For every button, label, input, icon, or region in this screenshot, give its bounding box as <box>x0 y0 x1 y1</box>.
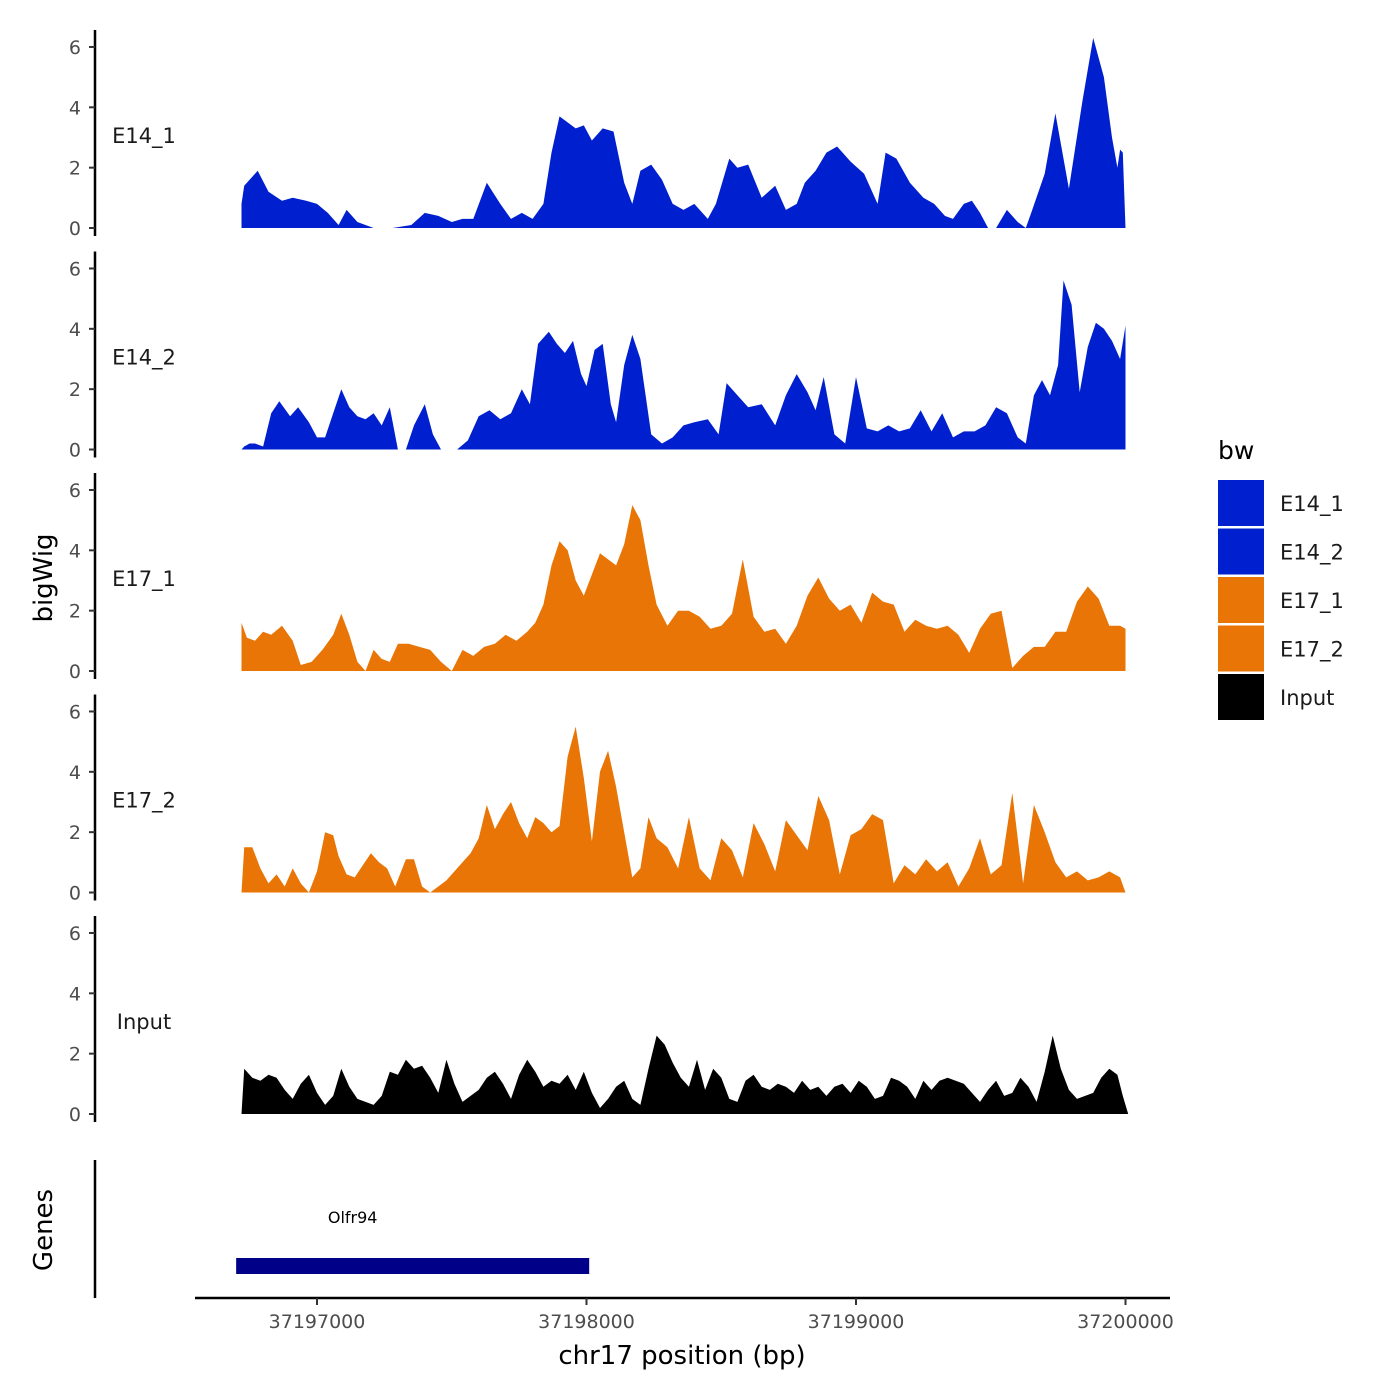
track-label: Input <box>117 1010 171 1034</box>
track-E14_2: 0 2 4 6 E14_2 <box>69 251 1126 462</box>
legend-swatch-E14_1 <box>1218 480 1264 526</box>
y-tick-label: 2 <box>69 379 81 401</box>
track-label: E17_1 <box>112 567 176 592</box>
y-tick-label: 0 <box>69 661 81 683</box>
y-tick-label: 4 <box>69 983 81 1005</box>
coverage-tracks: 0 2 4 6 E14_1 0 2 4 6 E14_2 0 2 4 6 E17_1 0 2 4 6 E17_2 0 2 4 6… <box>69 30 1129 1126</box>
genes-track: Olfr94 <box>93 1160 590 1298</box>
y-tick-label: 6 <box>69 701 81 723</box>
x-tick-label: 37200000 <box>1077 1311 1174 1333</box>
legend-swatch-E14_2 <box>1218 528 1264 575</box>
y-tick-label: 0 <box>69 883 81 905</box>
coverage-area-E14_2 <box>241 280 1126 450</box>
y-tick-label: 4 <box>69 540 81 562</box>
legend-label-E14_2: E14_2 <box>1280 541 1344 566</box>
y-tick-label: 6 <box>69 258 81 280</box>
x-tick-label: 37199000 <box>808 1311 905 1333</box>
legend-swatch-E17_1 <box>1218 577 1264 623</box>
y-tick-label: 4 <box>69 762 81 784</box>
coverage-area-E17_2 <box>241 726 1126 893</box>
track-Input: 0 2 4 6 Input <box>69 916 1129 1126</box>
legend-label-E14_1: E14_1 <box>1280 492 1344 517</box>
legend-label-E17_1: E17_1 <box>1280 589 1344 614</box>
track-label: E17_2 <box>112 789 176 814</box>
legend-swatch-E17_2 <box>1218 625 1264 672</box>
x-axis: 37197000 37198000 37199000 37200000 <box>195 1296 1174 1333</box>
gene-bar <box>236 1258 590 1274</box>
legend-label-Input: Input <box>1280 686 1334 710</box>
y-tick-label: 6 <box>69 37 81 59</box>
track-E14_1: 0 2 4 6 E14_1 <box>69 30 1126 240</box>
legend-swatch-Input <box>1218 674 1264 720</box>
genes-axis-title: Genes <box>29 1189 59 1271</box>
y-tick-label: 0 <box>69 218 81 240</box>
y-tick-label: 6 <box>69 923 81 945</box>
track-label: E14_1 <box>112 124 176 149</box>
coverage-area-Input <box>241 1035 1129 1114</box>
legend: bw E14_1 E14_2 E17_1 E17_2 Input <box>1218 436 1344 720</box>
y-axis-title: bigWig <box>29 533 59 622</box>
track-label: E14_2 <box>112 346 176 371</box>
y-tick-label: 2 <box>69 1044 81 1066</box>
track-E17_2: 0 2 4 6 E17_2 <box>69 694 1126 905</box>
legend-label-E17_2: E17_2 <box>1280 638 1344 663</box>
coverage-area-E14_1 <box>241 37 1126 229</box>
x-tick-label: 37198000 <box>538 1311 635 1333</box>
y-tick-label: 4 <box>69 97 81 119</box>
y-tick-label: 0 <box>69 1104 81 1126</box>
x-axis-title: chr17 position (bp) <box>558 1341 805 1371</box>
y-tick-label: 2 <box>69 822 81 844</box>
track-E17_1: 0 2 4 6 E17_1 <box>69 473 1126 683</box>
gene-label: Olfr94 <box>328 1208 378 1227</box>
x-tick-label: 37197000 <box>269 1311 366 1333</box>
legend-title: bw <box>1218 436 1254 465</box>
y-tick-label: 0 <box>69 440 81 462</box>
y-tick-label: 4 <box>69 319 81 341</box>
y-tick-label: 2 <box>69 158 81 180</box>
y-tick-label: 2 <box>69 601 81 623</box>
coverage-area-E17_1 <box>241 505 1126 671</box>
y-tick-label: 6 <box>69 480 81 502</box>
